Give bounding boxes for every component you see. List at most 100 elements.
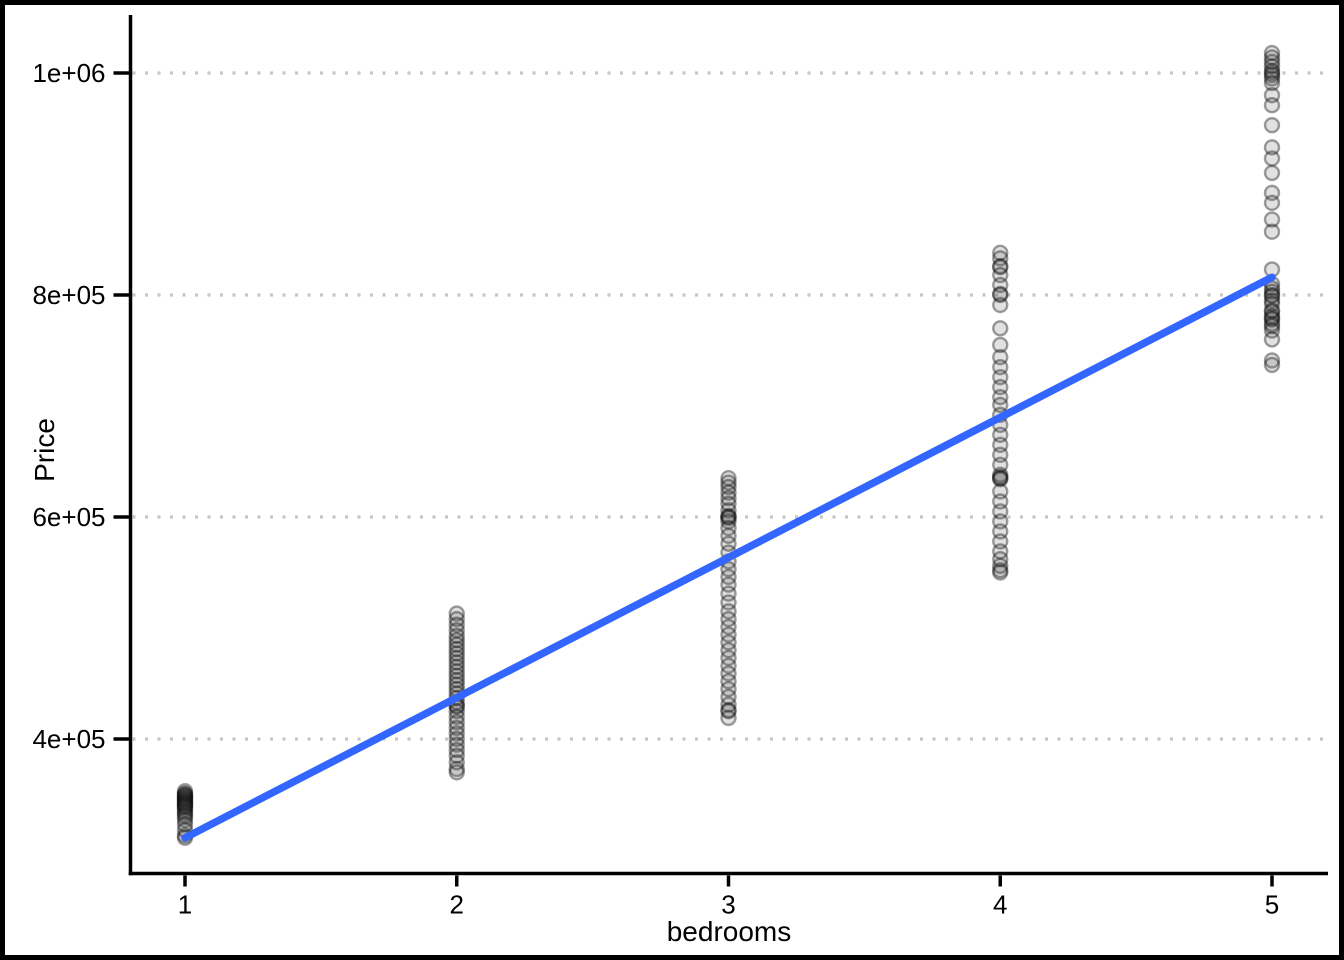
data-point — [992, 336, 1009, 354]
data-point — [1263, 303, 1281, 320]
data-point — [448, 747, 465, 764]
data-point — [992, 426, 1009, 444]
data-point — [176, 801, 194, 819]
data-point — [720, 560, 737, 578]
data-point — [720, 610, 737, 628]
data-point — [176, 797, 194, 814]
data-point — [992, 471, 1009, 488]
data-point — [1263, 292, 1281, 309]
x-tick-label: 3 — [721, 890, 735, 920]
data-point — [448, 663, 465, 680]
data-point — [176, 789, 194, 807]
data-point — [1263, 315, 1281, 333]
data-point — [1263, 331, 1281, 348]
data-point — [992, 493, 1009, 510]
data-point — [448, 764, 465, 781]
data-point — [176, 794, 194, 811]
data-point — [448, 640, 465, 658]
data-point — [720, 509, 737, 527]
data-point — [448, 658, 465, 676]
data-point — [720, 502, 737, 519]
data-point — [720, 634, 737, 651]
y-tick-label: 8e+05 — [32, 280, 105, 310]
x-tick-label: 4 — [993, 890, 1007, 920]
data-point — [720, 696, 737, 713]
x-tick-label: 2 — [450, 890, 464, 920]
data-point — [448, 654, 465, 671]
data-point — [720, 701, 737, 719]
data-point — [448, 632, 465, 649]
data-point — [448, 627, 465, 644]
data-point — [992, 436, 1009, 454]
data-point — [448, 605, 465, 622]
data-point — [720, 585, 737, 602]
data-point — [448, 719, 465, 737]
data-point — [1263, 311, 1281, 328]
data-point — [992, 388, 1009, 406]
data-point — [720, 474, 737, 491]
data-point — [1263, 116, 1281, 134]
data-point — [720, 657, 737, 674]
data-point — [992, 396, 1009, 414]
data-point — [1263, 74, 1281, 92]
data-point — [1263, 62, 1281, 79]
data-point — [992, 286, 1009, 304]
data-point — [1263, 70, 1281, 87]
data-point — [1263, 53, 1281, 71]
data-point — [992, 276, 1009, 294]
data-point — [992, 523, 1009, 540]
data-point — [176, 799, 194, 817]
y-tick-label: 1e+06 — [32, 58, 105, 88]
data-point — [1263, 67, 1281, 84]
data-point — [176, 798, 194, 815]
data-point — [448, 725, 465, 742]
data-point — [720, 527, 737, 545]
data-point — [720, 673, 737, 690]
data-point — [992, 378, 1009, 396]
data-point — [1263, 64, 1281, 82]
data-point — [992, 562, 1009, 579]
data-point — [448, 754, 465, 771]
data-point — [720, 618, 737, 636]
data-point — [720, 680, 737, 698]
data-point — [720, 469, 737, 487]
y-axis-title: Price — [29, 418, 60, 482]
data-point — [448, 703, 465, 720]
data-point — [176, 788, 194, 805]
data-point — [176, 796, 194, 813]
data-point — [1263, 44, 1281, 62]
data-point — [1263, 223, 1281, 240]
data-point — [1263, 150, 1281, 167]
data-point — [1263, 356, 1281, 374]
data-point — [1263, 86, 1281, 104]
data-point — [448, 741, 465, 759]
data-point — [176, 782, 194, 800]
x-axis-title: bedrooms — [666, 916, 792, 947]
data-point — [720, 495, 737, 512]
data-point — [176, 787, 194, 804]
data-point — [448, 610, 465, 628]
data-point — [448, 649, 465, 667]
data-point — [720, 703, 737, 720]
data-point — [992, 564, 1009, 581]
data-point — [720, 576, 737, 593]
data-point — [720, 568, 737, 586]
data-point — [176, 808, 194, 825]
scatter-plot-canvas: 4e+05 6e+05 8e+05 1e+06 1 2 3 4 5 — [32, 15, 1328, 920]
data-point — [448, 667, 465, 684]
data-point — [720, 649, 737, 667]
data-point — [176, 816, 194, 833]
data-point — [448, 616, 465, 633]
data-point — [992, 446, 1009, 464]
data-point — [176, 804, 194, 821]
data-point — [1263, 184, 1281, 202]
x-tick-label: 1 — [178, 890, 192, 920]
data-point — [992, 266, 1009, 284]
data-point — [1263, 58, 1281, 75]
data-point — [1263, 283, 1281, 300]
data-point — [448, 622, 465, 639]
data-point — [1263, 295, 1281, 313]
trend-line — [181, 273, 1276, 842]
data-point — [720, 478, 737, 496]
data-point — [992, 257, 1009, 275]
